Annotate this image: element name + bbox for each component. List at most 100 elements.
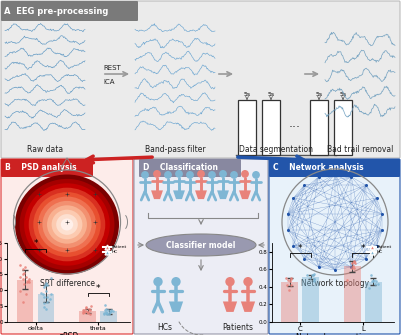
Point bbox=[43, 306, 49, 311]
Bar bbox=[334, 100, 352, 155]
Point bbox=[87, 307, 93, 313]
Bar bbox=[302, 277, 319, 322]
Bar bbox=[100, 311, 117, 322]
Point bbox=[103, 306, 109, 312]
Circle shape bbox=[225, 277, 235, 286]
Bar bbox=[262, 100, 280, 155]
Point bbox=[41, 284, 47, 290]
Text: ···: ··· bbox=[289, 121, 301, 134]
Point bbox=[104, 310, 110, 315]
Point bbox=[284, 282, 290, 288]
Point bbox=[26, 279, 32, 285]
Point bbox=[306, 275, 313, 280]
Legend: Patient, HC: Patient, HC bbox=[103, 245, 127, 254]
Point bbox=[287, 278, 294, 283]
Point bbox=[87, 304, 94, 309]
Point bbox=[108, 309, 115, 314]
Circle shape bbox=[171, 277, 181, 286]
X-axis label: Network properties: Network properties bbox=[296, 333, 370, 335]
Bar bbox=[79, 311, 96, 322]
Circle shape bbox=[219, 170, 227, 178]
Point bbox=[348, 261, 355, 266]
Text: *: * bbox=[360, 244, 365, 253]
Point bbox=[20, 272, 27, 277]
FancyBboxPatch shape bbox=[269, 159, 400, 177]
Point bbox=[102, 307, 108, 312]
FancyBboxPatch shape bbox=[139, 159, 241, 177]
Bar bbox=[282, 282, 298, 322]
Point bbox=[48, 276, 55, 281]
Circle shape bbox=[252, 171, 260, 179]
Point bbox=[304, 272, 310, 277]
Point bbox=[41, 304, 47, 310]
Point bbox=[351, 260, 358, 266]
Point bbox=[85, 307, 92, 312]
Point bbox=[20, 299, 26, 305]
Point bbox=[371, 277, 377, 283]
Point bbox=[368, 272, 374, 278]
Circle shape bbox=[197, 170, 205, 178]
Point bbox=[19, 267, 26, 272]
Text: 5s: 5s bbox=[316, 91, 322, 96]
Point bbox=[369, 278, 375, 283]
Point bbox=[44, 294, 50, 299]
Point bbox=[83, 309, 89, 314]
Point bbox=[23, 280, 30, 285]
Point bbox=[286, 287, 292, 292]
Point bbox=[85, 309, 91, 314]
Polygon shape bbox=[195, 190, 207, 199]
Ellipse shape bbox=[43, 201, 91, 248]
Text: Bad trail removal: Bad trail removal bbox=[327, 145, 393, 154]
Point bbox=[43, 288, 49, 293]
Point bbox=[366, 285, 372, 290]
Point bbox=[371, 281, 378, 286]
Point bbox=[109, 308, 116, 313]
Point bbox=[17, 263, 23, 268]
Point bbox=[41, 300, 47, 306]
Text: HCs: HCs bbox=[158, 324, 172, 333]
Point bbox=[81, 307, 87, 312]
Point bbox=[82, 306, 89, 311]
Ellipse shape bbox=[15, 175, 119, 274]
FancyBboxPatch shape bbox=[134, 159, 268, 334]
Text: REST: REST bbox=[103, 65, 121, 71]
Point bbox=[105, 307, 111, 313]
Text: *: * bbox=[298, 244, 302, 253]
Point bbox=[86, 311, 93, 316]
Point bbox=[26, 276, 32, 282]
Ellipse shape bbox=[47, 205, 87, 244]
Legend: Patient, HC: Patient, HC bbox=[367, 245, 392, 254]
Point bbox=[80, 308, 86, 313]
Bar bbox=[17, 280, 33, 322]
Circle shape bbox=[243, 277, 253, 286]
Circle shape bbox=[230, 171, 238, 179]
FancyBboxPatch shape bbox=[1, 1, 400, 158]
Ellipse shape bbox=[33, 192, 101, 257]
Point bbox=[288, 282, 294, 287]
Point bbox=[288, 277, 294, 282]
Ellipse shape bbox=[29, 188, 105, 261]
Bar bbox=[344, 266, 361, 322]
Point bbox=[20, 277, 26, 282]
Circle shape bbox=[186, 171, 194, 179]
Text: D    Classification: D Classification bbox=[143, 163, 218, 173]
Point bbox=[311, 276, 317, 282]
Point bbox=[43, 282, 50, 287]
Point bbox=[351, 259, 357, 264]
Polygon shape bbox=[241, 302, 255, 312]
Point bbox=[48, 291, 54, 297]
Ellipse shape bbox=[20, 179, 114, 270]
Point bbox=[25, 278, 31, 283]
Point bbox=[80, 309, 87, 314]
Point bbox=[40, 291, 47, 296]
Point bbox=[43, 299, 50, 305]
Ellipse shape bbox=[56, 214, 78, 235]
Ellipse shape bbox=[61, 218, 73, 230]
Point bbox=[288, 276, 294, 281]
Point bbox=[17, 274, 23, 279]
Point bbox=[84, 310, 91, 315]
Polygon shape bbox=[217, 190, 229, 199]
Text: SPT difference: SPT difference bbox=[40, 278, 95, 287]
Point bbox=[23, 274, 29, 279]
Point bbox=[83, 304, 89, 309]
